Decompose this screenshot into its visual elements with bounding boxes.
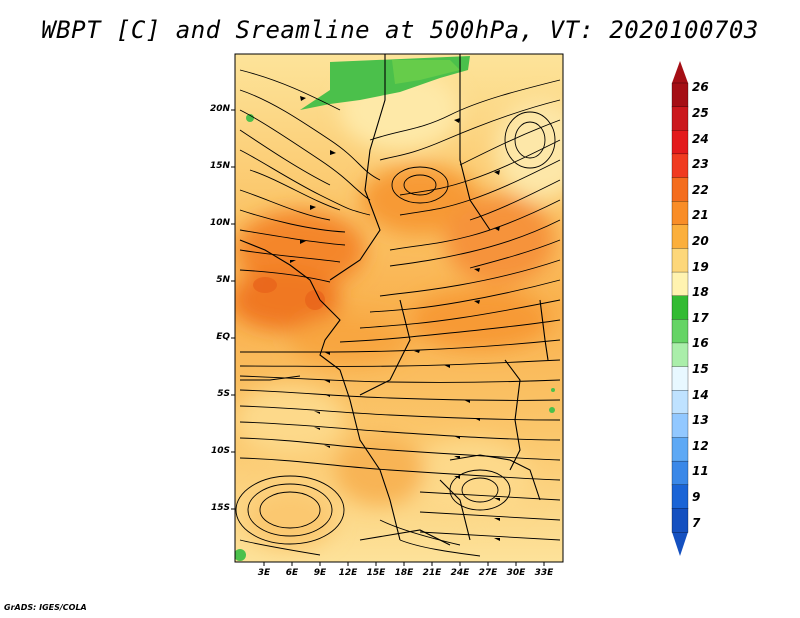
colorbar-label-15: 15: [692, 362, 709, 376]
lon-ticks: [263, 562, 545, 566]
colorbar-segment: [671, 437, 689, 462]
lon-label-21e: 21E: [422, 568, 442, 578]
colorbar-segment: [671, 460, 689, 486]
colorbar-label-18: 18: [692, 285, 709, 299]
colorbar-segment: [671, 177, 689, 202]
lon-label-12e: 12E: [338, 568, 358, 578]
colorbar-segment: [671, 295, 689, 320]
colorbar-label-21: 21: [692, 208, 709, 222]
colorbar-segment: [671, 390, 689, 415]
streamline-arrows: [290, 96, 500, 541]
grads-credit: GrADS: IGES/COLA: [4, 603, 87, 612]
lat-label-eq: EQ: [216, 332, 230, 342]
map-field: [235, 54, 563, 562]
chart-title: WBPT [C] and Sreamline at 500hPa, VT: 20…: [41, 16, 759, 44]
lat-label-15n: 15N: [209, 161, 230, 171]
colorbar-segment: [671, 484, 689, 510]
colorbar-label-17: 17: [692, 311, 709, 325]
lon-label-6e: 6E: [285, 568, 299, 578]
lat-label-20n: 20N: [209, 104, 230, 114]
lon-label-33e: 33E: [534, 568, 554, 578]
colorbar-segment: [671, 366, 689, 391]
colorbar-label-23: 23: [692, 157, 709, 171]
colorbar-label-14: 14: [692, 388, 709, 402]
colorbar-segment: [671, 342, 689, 368]
colorbar-segment: [671, 82, 689, 108]
colorbar-segment: [671, 271, 689, 297]
colorbar-label-12: 12: [692, 439, 709, 453]
colorbar-segment: [671, 201, 689, 226]
colorbar-top-triangle: [672, 61, 688, 83]
colorbar-segment: [671, 413, 689, 439]
lon-label-30e: 30E: [506, 568, 526, 578]
lon-label-9e: 9E: [313, 568, 327, 578]
colorbar-segment: [671, 319, 689, 344]
colorbar-segment: [671, 224, 689, 250]
colorbar-label-16: 16: [692, 336, 709, 350]
lon-label-18e: 18E: [394, 568, 414, 578]
lat-label-10n: 10N: [209, 218, 230, 228]
colorbar-bottom-triangle: [672, 532, 688, 556]
streamlines: [235, 69, 561, 557]
lon-label-3e: 3E: [257, 568, 271, 578]
colorbar-segment: [671, 106, 689, 131]
colorbar-segment: [671, 153, 689, 179]
lon-label-15e: 15E: [366, 568, 386, 578]
country-borders: [239, 54, 549, 546]
colorbar-segment: [671, 130, 689, 155]
lon-label-27e: 27E: [478, 568, 498, 578]
colorbar-label-13: 13: [692, 413, 709, 427]
colorbar-label-25: 25: [692, 106, 709, 120]
lat-ticks: [231, 109, 235, 510]
colorbar-label-7: 7: [692, 516, 701, 530]
colorbar-segment: [671, 248, 689, 273]
lat-label-5n: 5N: [216, 275, 230, 285]
lat-label-10s: 10S: [210, 446, 230, 456]
colorbar-label-11: 11: [692, 464, 709, 478]
colorbar-label-20: 20: [692, 234, 709, 248]
colorbar-label-9: 9: [692, 490, 701, 504]
lat-label-15s: 15S: [210, 503, 230, 513]
colorbar-label-22: 22: [692, 183, 709, 197]
lon-label-24e: 24E: [450, 568, 470, 578]
lat-label-5s: 5S: [217, 389, 230, 399]
colorbar-label-19: 19: [692, 260, 709, 274]
colorbar-label-26: 26: [692, 80, 709, 94]
colorbar-segment: [671, 508, 689, 533]
map-frame: [234, 53, 564, 563]
colorbar-label-24: 24: [692, 132, 709, 146]
